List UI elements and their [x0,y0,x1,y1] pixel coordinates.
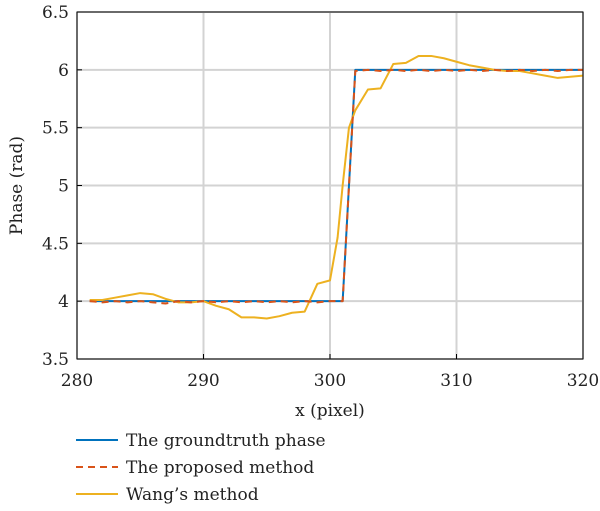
x-tick-label: 310 [440,371,472,391]
y-tick-label: 3.5 [42,350,69,370]
y-tick-label: 4 [58,292,69,312]
x-tick-label: 290 [187,371,219,391]
legend-label-1: The proposed method [126,458,314,478]
axis-ticks: 280 290 300 310 320 3.5 4 4.5 5 5.5 6 6.5 [42,3,599,391]
y-tick-label: 4.5 [42,234,69,254]
legend: The groundtruth phase The proposed method… [76,431,326,505]
y-tick-label: 6 [58,61,69,81]
x-tick-label: 280 [61,371,93,391]
y-tick-label: 5.5 [42,119,69,139]
legend-label-0: The groundtruth phase [126,431,326,451]
series-lines [89,54,584,320]
x-tick-label: 300 [314,371,346,391]
y-tick-label: 6.5 [42,3,69,23]
y-tick-label: 5 [58,177,69,197]
x-tick-label: 320 [567,371,599,391]
series-line-2 [89,54,584,320]
series-line-0 [89,68,583,303]
series-line-1 [89,68,583,305]
grid-lines [76,11,584,360]
legend-label-2: Wang’s method [126,485,259,505]
y-axis-label: Phase (rad) [7,136,27,235]
x-axis-label: x (pixel) [295,401,365,421]
